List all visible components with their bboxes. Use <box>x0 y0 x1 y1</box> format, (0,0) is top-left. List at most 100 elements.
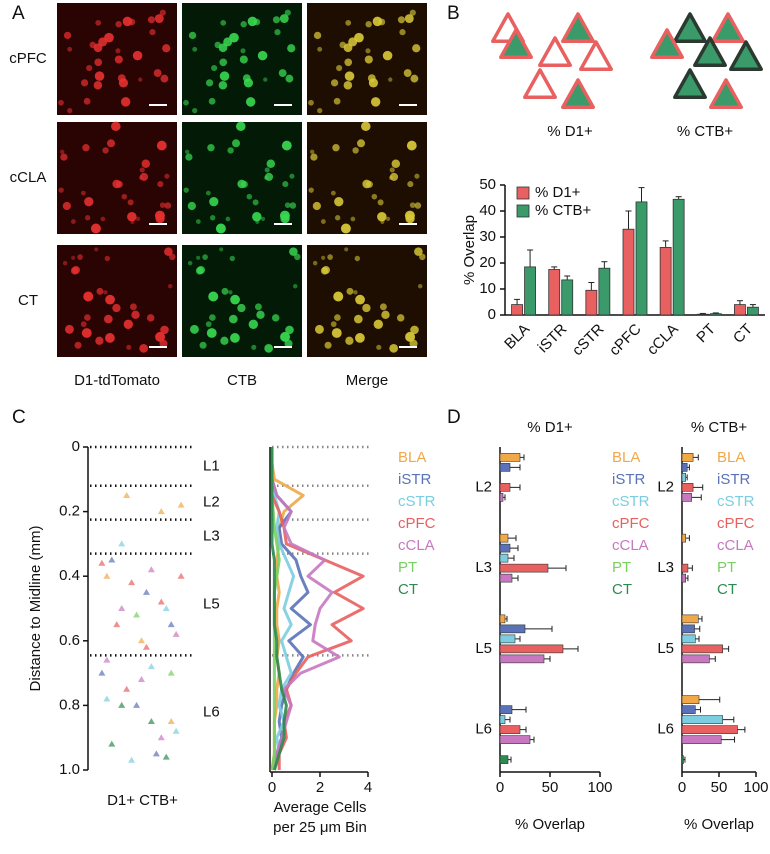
triangle <box>579 40 613 71</box>
cell <box>331 328 342 338</box>
triangle <box>561 78 595 109</box>
triangle <box>709 78 743 109</box>
cell <box>274 29 281 36</box>
cell <box>227 147 234 154</box>
cell <box>263 77 268 82</box>
cell <box>208 97 216 105</box>
cell <box>396 314 405 322</box>
bar <box>681 533 687 543</box>
bar <box>681 614 699 624</box>
cell <box>184 149 190 155</box>
line <box>270 447 365 770</box>
cell <box>266 159 276 168</box>
point <box>108 740 116 747</box>
point <box>128 756 136 763</box>
cell <box>115 180 123 188</box>
x-tick-label: 50 <box>711 779 728 796</box>
y-tick-label: 0.2 <box>59 503 80 520</box>
x-tick-label: 2 <box>316 779 324 796</box>
bar <box>499 644 564 654</box>
cell <box>83 97 91 105</box>
triangle <box>673 68 707 99</box>
cell <box>96 287 104 295</box>
y-tick-label: 0.8 <box>59 696 80 713</box>
cell <box>377 199 384 206</box>
cell <box>164 202 172 209</box>
y-tick-label: 0.6 <box>59 632 80 649</box>
bar <box>681 473 687 482</box>
cell <box>257 50 268 61</box>
cell <box>254 303 262 311</box>
cell <box>280 331 291 342</box>
cell <box>285 325 294 335</box>
cell <box>279 14 289 24</box>
cell <box>313 31 322 40</box>
legend-label: cPFC <box>717 515 755 532</box>
cell <box>162 44 171 53</box>
legend-label: cCLA <box>612 537 649 554</box>
cell <box>59 149 65 155</box>
cell <box>94 71 105 81</box>
bar <box>499 755 509 764</box>
x-tick-label: 100 <box>743 779 768 796</box>
cell <box>81 328 92 338</box>
bar <box>499 624 526 634</box>
point <box>162 605 170 611</box>
cell <box>211 64 218 72</box>
x-tick-label: PT <box>693 321 719 347</box>
cell <box>230 294 240 305</box>
cell <box>385 216 391 221</box>
cell <box>355 294 365 305</box>
bar <box>681 463 688 472</box>
cell <box>399 29 406 36</box>
cell <box>141 159 151 168</box>
cell <box>333 291 344 302</box>
cell <box>192 46 198 52</box>
cell <box>118 78 129 88</box>
cell <box>320 267 329 275</box>
legend-label: % D1+ <box>535 184 581 201</box>
cell <box>205 190 211 196</box>
cell <box>404 14 414 24</box>
cell <box>353 290 358 295</box>
cell <box>187 260 193 266</box>
bar <box>681 634 696 644</box>
cell <box>330 321 337 328</box>
bar <box>681 453 694 462</box>
cell <box>67 46 73 52</box>
bar <box>681 755 684 764</box>
bar <box>499 463 511 472</box>
cell <box>289 202 297 209</box>
cell <box>185 153 193 161</box>
cell <box>229 32 239 43</box>
cell <box>377 211 387 222</box>
x-axis-label: per 25 μm Bin <box>273 819 367 836</box>
line <box>270 447 288 771</box>
triangle <box>711 12 745 43</box>
cell <box>389 172 399 181</box>
point <box>108 556 116 563</box>
bar <box>499 715 506 724</box>
cell <box>388 175 394 180</box>
cell <box>218 80 228 90</box>
cell <box>409 202 416 208</box>
point <box>138 676 145 683</box>
legend-label: cPFC <box>612 515 650 532</box>
bar <box>499 725 521 734</box>
x-tick-label: 0 <box>496 779 504 796</box>
x-tick-label: cPFC <box>606 320 645 359</box>
point <box>147 566 155 573</box>
cell <box>135 216 141 221</box>
bar <box>585 289 598 316</box>
cell <box>126 344 132 350</box>
cell <box>362 303 371 313</box>
cell <box>317 107 323 114</box>
bar <box>681 493 692 502</box>
cell <box>102 147 109 154</box>
cell <box>294 253 301 261</box>
legend-label: % CTB+ <box>535 202 592 219</box>
y-axis-label: Distance to Midline (mm) <box>27 526 44 692</box>
cell <box>196 255 201 260</box>
legend-label: CT <box>612 581 632 598</box>
bar <box>681 624 695 634</box>
